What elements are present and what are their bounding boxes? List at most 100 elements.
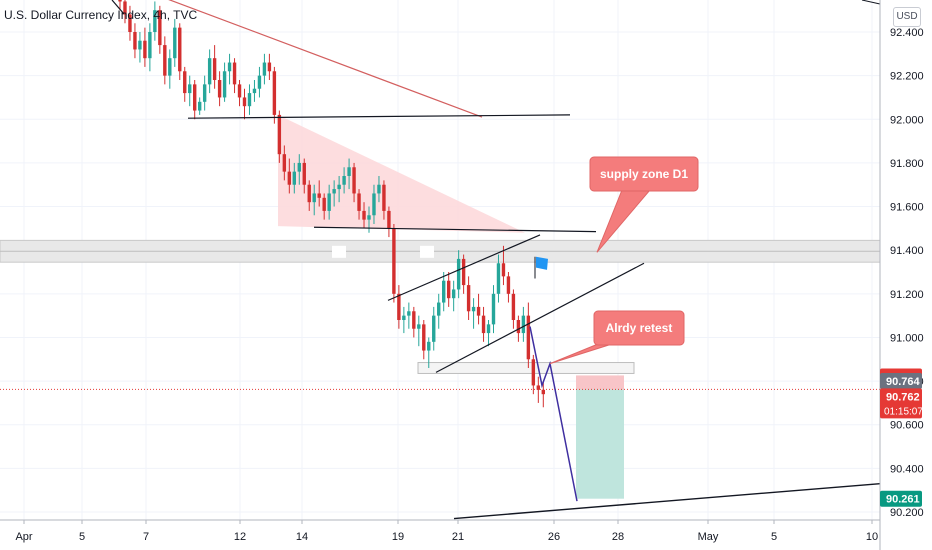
candle-body (382, 184, 386, 211)
level-2-tag-bg (880, 372, 922, 389)
candle-body (133, 32, 137, 50)
resistance-line (313, 226, 597, 233)
candle-body (417, 324, 421, 329)
retest-callout-box (593, 310, 685, 346)
candle-body (168, 58, 172, 76)
top-tick-line (111, 0, 125, 15)
candle-body (332, 189, 336, 194)
supply-zone-callout-text: supply zone D1 (600, 167, 688, 181)
candle-body (183, 71, 187, 94)
y-tick-label: 91.000 (890, 332, 924, 344)
y-tick-label: 90.200 (890, 507, 924, 519)
candle-body (118, 0, 122, 2)
x-tick-label: 10 (866, 531, 878, 543)
x-tick-label: 12 (234, 531, 246, 543)
candle-body (501, 263, 506, 277)
candle-body (307, 184, 311, 203)
candle-body (173, 27, 177, 59)
x-tick-label: May (698, 531, 719, 543)
candle-body (292, 171, 296, 185)
candle-body (486, 324, 491, 334)
candle-body (247, 93, 252, 107)
x-tick-label: 19 (392, 531, 404, 543)
stop-loss-box (576, 375, 624, 390)
candle-body (237, 84, 242, 98)
candle-body (471, 306, 476, 312)
candle-body (456, 258, 461, 290)
candle-body (402, 315, 406, 320)
currency-button[interactable]: USD (893, 7, 921, 27)
candle-body (442, 280, 446, 303)
candle-body (481, 315, 486, 334)
current-price-tag-text: 90.762 (886, 391, 920, 403)
candle-body (427, 341, 431, 351)
candle-body (377, 184, 381, 194)
candle-body (352, 167, 356, 194)
y-tick-label: 91.200 (890, 289, 924, 301)
projected-path (529, 326, 578, 502)
candle-body (347, 167, 351, 176)
current-price-tag-countdown: 01:15:07 (884, 406, 923, 417)
candle-body (451, 289, 456, 299)
candle-body (227, 62, 232, 72)
zone-marker (420, 245, 434, 258)
drawings-back (0, 114, 881, 499)
channel-upper-line (387, 234, 541, 301)
candle-body (123, 1, 127, 15)
candle-body (222, 71, 227, 98)
x-tick-label: 5 (79, 531, 85, 543)
candle-body (277, 114, 282, 155)
candle-body (362, 210, 366, 220)
candle-body (446, 280, 451, 299)
candle-body (412, 311, 416, 329)
candle-body (422, 324, 426, 351)
y-tick-label: 90.600 (890, 420, 924, 432)
candle-body (541, 389, 545, 395)
candle-body (312, 193, 316, 203)
x-tick-label: 28 (612, 531, 624, 543)
candle-body (327, 193, 331, 211)
candle-body (202, 84, 207, 102)
x-tick-label: Apr (15, 531, 32, 543)
target-box (576, 389, 624, 499)
target-tag-bg (880, 490, 922, 507)
candles (118, 0, 545, 408)
candle-body (407, 311, 411, 316)
candle-body (317, 193, 321, 198)
candle-body (521, 315, 526, 334)
candle-body (432, 315, 436, 342)
candle-body (297, 162, 301, 172)
candle-body (387, 210, 391, 229)
candle-body (437, 302, 441, 316)
level-2-tag-text: 90.764 (886, 376, 921, 388)
drawings-front: supply zone D1 Alrdy retest (111, 0, 881, 520)
candle-body (337, 184, 341, 190)
candle-body (197, 101, 202, 111)
y-tick-label: 91.600 (890, 202, 924, 214)
candle-body (158, 10, 162, 46)
y-tick-label: 92.400 (890, 27, 924, 39)
target-tag-text: 90.261 (886, 494, 920, 506)
candle-body (257, 75, 262, 89)
candle-body (342, 176, 346, 185)
candle-body (397, 293, 401, 320)
candle-body (476, 306, 481, 316)
candle-body (193, 84, 197, 111)
corner-line (861, 0, 881, 5)
retest-zone (417, 362, 635, 374)
candle-body (392, 228, 396, 294)
candle-body (212, 58, 217, 80)
candle-body (322, 197, 326, 211)
candle-body (531, 359, 536, 386)
y-tick-label: 92.000 (890, 114, 924, 126)
candle-body (287, 171, 292, 185)
support-line-92 (187, 114, 571, 119)
candle-body (491, 293, 496, 325)
descending-triangle (278, 114, 525, 233)
x-tick-label: 5 (771, 531, 777, 543)
retest-callout-pointer (549, 343, 613, 365)
candle-body (372, 193, 376, 216)
candle-body (262, 62, 267, 76)
